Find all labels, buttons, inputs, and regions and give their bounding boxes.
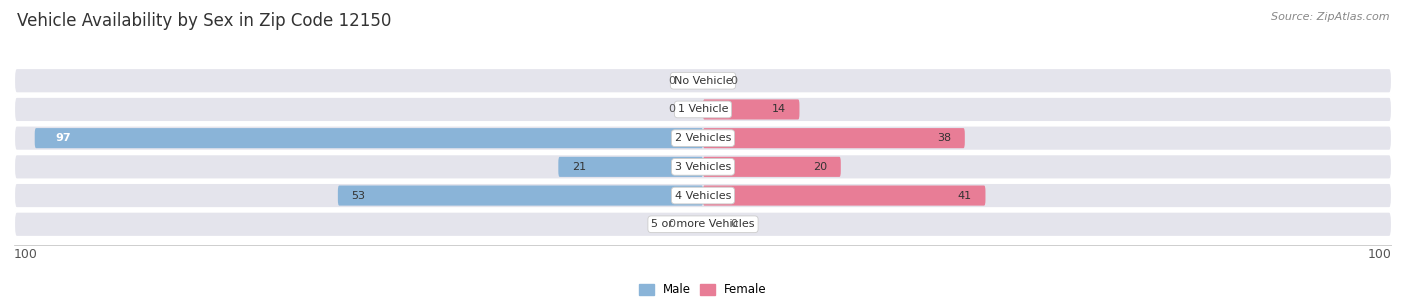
Text: 5 or more Vehicles: 5 or more Vehicles — [651, 219, 755, 229]
Text: 0: 0 — [731, 76, 738, 86]
FancyBboxPatch shape — [558, 157, 703, 177]
Text: 100: 100 — [1368, 248, 1392, 261]
Text: 0: 0 — [668, 219, 675, 229]
FancyBboxPatch shape — [35, 128, 703, 148]
Text: 0: 0 — [731, 219, 738, 229]
Text: 2 Vehicles: 2 Vehicles — [675, 133, 731, 143]
FancyBboxPatch shape — [14, 212, 1392, 237]
FancyBboxPatch shape — [14, 126, 1392, 151]
Legend: Male, Female: Male, Female — [637, 281, 769, 299]
Text: 41: 41 — [957, 191, 972, 201]
Text: 0: 0 — [668, 104, 675, 114]
FancyBboxPatch shape — [14, 97, 1392, 122]
FancyBboxPatch shape — [14, 183, 1392, 208]
FancyBboxPatch shape — [703, 99, 800, 120]
Text: Source: ZipAtlas.com: Source: ZipAtlas.com — [1271, 12, 1389, 22]
Text: 97: 97 — [55, 133, 72, 143]
FancyBboxPatch shape — [703, 128, 965, 148]
Text: 21: 21 — [572, 162, 586, 172]
FancyBboxPatch shape — [14, 154, 1392, 179]
FancyBboxPatch shape — [337, 185, 703, 206]
Text: 53: 53 — [352, 191, 366, 201]
Text: No Vehicle: No Vehicle — [673, 76, 733, 86]
Text: 20: 20 — [813, 162, 827, 172]
Text: 1 Vehicle: 1 Vehicle — [678, 104, 728, 114]
FancyBboxPatch shape — [703, 185, 986, 206]
Text: 3 Vehicles: 3 Vehicles — [675, 162, 731, 172]
Text: 38: 38 — [936, 133, 950, 143]
FancyBboxPatch shape — [14, 68, 1392, 93]
Text: Vehicle Availability by Sex in Zip Code 12150: Vehicle Availability by Sex in Zip Code … — [17, 12, 391, 30]
Text: 4 Vehicles: 4 Vehicles — [675, 191, 731, 201]
Text: 14: 14 — [772, 104, 786, 114]
Text: 100: 100 — [14, 248, 38, 261]
FancyBboxPatch shape — [703, 157, 841, 177]
Text: 0: 0 — [668, 76, 675, 86]
